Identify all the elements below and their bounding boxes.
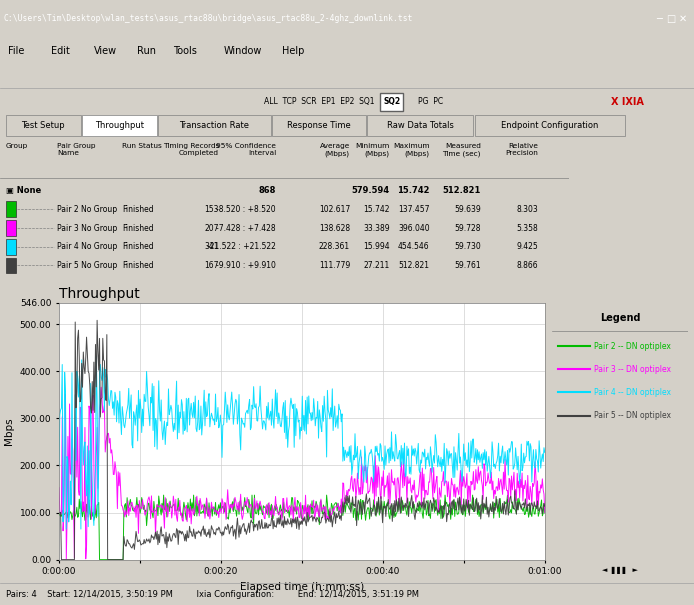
- Bar: [6, 116, 81, 136]
- Text: 59.730: 59.730: [454, 242, 481, 251]
- Text: Tools: Tools: [173, 45, 196, 56]
- Bar: [367, 116, 473, 136]
- Text: 9.425: 9.425: [516, 242, 538, 251]
- Text: Edit: Edit: [51, 45, 70, 56]
- Text: 341: 341: [205, 242, 219, 251]
- Text: -21.522 : +21.522: -21.522 : +21.522: [207, 242, 276, 251]
- Text: Timing Records
Completed: Timing Records Completed: [162, 143, 219, 156]
- Text: Measured
Time (sec): Measured Time (sec): [442, 143, 481, 157]
- Text: 5.358: 5.358: [516, 224, 538, 232]
- Text: Pair Group
Name: Pair Group Name: [57, 143, 95, 156]
- Text: ✕: ✕: [679, 14, 687, 24]
- Text: Finished: Finished: [122, 224, 154, 232]
- Text: Throughput: Throughput: [59, 287, 139, 301]
- Text: ▣ None: ▣ None: [6, 186, 41, 195]
- Text: Pair 3 No Group: Pair 3 No Group: [57, 224, 117, 232]
- Text: -8.520 : +8.520: -8.520 : +8.520: [217, 205, 276, 214]
- Bar: [6, 258, 16, 273]
- Text: 59.761: 59.761: [455, 261, 481, 270]
- Text: Minimum
(Mbps): Minimum (Mbps): [355, 143, 390, 157]
- Text: 137.457: 137.457: [398, 205, 430, 214]
- Text: 15.742: 15.742: [364, 205, 390, 214]
- Text: Throughput: Throughput: [95, 121, 144, 130]
- Text: 454.546: 454.546: [398, 242, 430, 251]
- Text: 396.040: 396.040: [398, 224, 430, 232]
- Text: C:\Users\Tim\Desktop\wlan_tests\asus_rtac88u\bridge\asus_rtac88u_2-4ghz_downlink: C:\Users\Tim\Desktop\wlan_tests\asus_rta…: [3, 15, 413, 23]
- Text: PG  PC: PG PC: [418, 97, 443, 106]
- Text: 167: 167: [205, 261, 219, 270]
- Text: Relative
Precision: Relative Precision: [505, 143, 538, 156]
- Text: Finished: Finished: [122, 242, 154, 251]
- Text: Pair 4 No Group: Pair 4 No Group: [57, 242, 117, 251]
- Text: 8.866: 8.866: [516, 261, 538, 270]
- Text: 228.361: 228.361: [319, 242, 350, 251]
- Bar: [6, 220, 16, 236]
- Text: Transaction Rate: Transaction Rate: [180, 121, 249, 130]
- Text: Finished: Finished: [122, 261, 154, 270]
- Text: 868: 868: [259, 186, 276, 195]
- Bar: [6, 239, 16, 255]
- Text: 102.617: 102.617: [319, 205, 350, 214]
- Text: Run: Run: [137, 45, 156, 56]
- Bar: [475, 116, 625, 136]
- Text: 207: 207: [205, 224, 219, 232]
- Text: 59.728: 59.728: [455, 224, 481, 232]
- Text: 59.639: 59.639: [454, 205, 481, 214]
- Text: Response Time: Response Time: [287, 121, 350, 130]
- Text: Pair 2 -- DN optiplex: Pair 2 -- DN optiplex: [594, 342, 671, 351]
- Text: ─: ─: [657, 14, 662, 24]
- Text: X IXIA: X IXIA: [611, 97, 643, 106]
- Text: -7.428 : +7.428: -7.428 : +7.428: [217, 224, 276, 232]
- Bar: [82, 116, 157, 136]
- Bar: [158, 116, 271, 136]
- Text: Legend: Legend: [600, 313, 641, 323]
- Text: Window: Window: [223, 45, 262, 56]
- Text: Maximum
(Mbps): Maximum (Mbps): [393, 143, 430, 157]
- Text: Pairs: 4    Start: 12/14/2015, 3:50:19 PM         Ixia Configuration:         En: Pairs: 4 Start: 12/14/2015, 3:50:19 PM I…: [6, 590, 418, 598]
- Text: 15.742: 15.742: [397, 186, 430, 195]
- Text: 27.211: 27.211: [364, 261, 390, 270]
- Text: Endpoint Configuration: Endpoint Configuration: [501, 121, 598, 130]
- Text: Pair 3 -- DN optiplex: Pair 3 -- DN optiplex: [594, 365, 671, 374]
- Text: 8.303: 8.303: [516, 205, 538, 214]
- Text: Group: Group: [6, 143, 28, 149]
- Text: 138.628: 138.628: [319, 224, 350, 232]
- Bar: [380, 93, 403, 111]
- Text: Help: Help: [282, 45, 304, 56]
- Text: Pair 5 No Group: Pair 5 No Group: [57, 261, 117, 270]
- Text: 579.594: 579.594: [352, 186, 390, 195]
- Text: 15.994: 15.994: [363, 242, 390, 251]
- Text: 153: 153: [205, 205, 219, 214]
- Text: -9.910 : +9.910: -9.910 : +9.910: [216, 261, 276, 270]
- Text: View: View: [94, 45, 117, 56]
- Bar: [6, 201, 16, 217]
- Text: 95% Confidence
Interval: 95% Confidence Interval: [216, 143, 276, 156]
- Text: File: File: [8, 45, 25, 56]
- Text: SQ2: SQ2: [383, 97, 400, 106]
- Text: Run Status: Run Status: [122, 143, 162, 149]
- Text: Test Setup: Test Setup: [22, 121, 65, 130]
- Text: 111.779: 111.779: [319, 261, 350, 270]
- Y-axis label: Mbps: Mbps: [4, 417, 14, 445]
- Text: Raw Data Totals: Raw Data Totals: [387, 121, 454, 130]
- Text: 33.389: 33.389: [363, 224, 390, 232]
- Text: 512.821: 512.821: [398, 261, 430, 270]
- Text: Pair 4 -- DN optiplex: Pair 4 -- DN optiplex: [594, 388, 671, 397]
- Text: Pair 2 No Group: Pair 2 No Group: [57, 205, 117, 214]
- X-axis label: Elapsed time (h:mm:ss): Elapsed time (h:mm:ss): [239, 582, 364, 592]
- Text: ◄  ▌▌▌  ►: ◄ ▌▌▌ ►: [602, 567, 638, 574]
- Text: Pair 5 -- DN optiplex: Pair 5 -- DN optiplex: [594, 411, 671, 420]
- Text: □: □: [666, 14, 676, 24]
- Text: Finished: Finished: [122, 205, 154, 214]
- Text: 512.821: 512.821: [443, 186, 481, 195]
- Text: Average
(Mbps): Average (Mbps): [320, 143, 350, 157]
- Bar: [272, 116, 366, 136]
- Text: ALL  TCP  SCR  EP1  EP2  SQ1: ALL TCP SCR EP1 EP2 SQ1: [264, 97, 374, 106]
